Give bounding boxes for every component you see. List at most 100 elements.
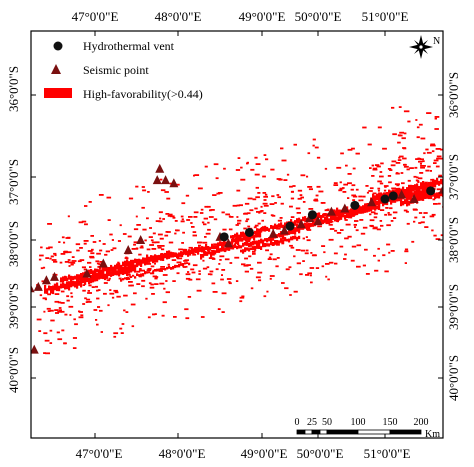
favorability-cell: [389, 207, 393, 210]
favorability-cell: [55, 312, 59, 314]
favorability-cell: [295, 207, 301, 210]
legend: Hydrothermal vent Seismic point High-fav…: [44, 39, 203, 101]
hydrothermal-vent: [219, 232, 229, 242]
favorability-cell: [302, 201, 306, 203]
favorability-cell: [422, 160, 425, 163]
favorability-cell: [68, 261, 72, 264]
favorability-cell: [340, 214, 343, 220]
favorability-cell: [295, 249, 301, 251]
favorability-cell: [289, 294, 292, 296]
favorability-cell: [336, 211, 339, 217]
favorability-cell: [283, 179, 288, 181]
favorability-cell: [420, 198, 424, 201]
favorability-cell: [430, 143, 435, 146]
favorability-cell: [347, 197, 350, 199]
favorability-cell: [438, 174, 442, 177]
favorability-cell: [350, 208, 353, 214]
favorability-cell: [231, 238, 234, 245]
favorability-cell: [420, 194, 423, 201]
favorability-cell: [362, 126, 367, 129]
favorability-cell: [254, 230, 257, 235]
favorability-cell: [107, 267, 111, 270]
favorability-cell: [409, 167, 414, 169]
favorability-cell: [320, 202, 323, 204]
favorability-cell: [384, 213, 388, 216]
favorability-cell: [255, 276, 261, 279]
favorability-cell: [239, 236, 242, 242]
favorability-cell: [114, 269, 117, 276]
favorability-cell: [376, 228, 381, 231]
favorability-cell: [403, 132, 407, 135]
favorability-cell: [272, 227, 275, 230]
favorability-cell: [306, 223, 309, 230]
favorability-cell: [373, 254, 376, 257]
favorability-cell: [142, 228, 147, 231]
favorability-cell: [308, 208, 314, 210]
favorability-cell: [222, 228, 227, 231]
favorability-cell: [191, 226, 195, 228]
favorability-cell: [420, 137, 426, 140]
favorability-cell: [252, 198, 257, 201]
favorability-cell: [305, 236, 308, 238]
favorability-cell: [418, 194, 421, 201]
favorability-cell: [246, 248, 249, 251]
favorability-cell: [183, 250, 186, 255]
favorability-cell: [58, 241, 61, 243]
favorability-cell: [355, 188, 359, 191]
favorability-cell: [436, 155, 442, 158]
favorability-cell: [266, 226, 269, 231]
favorability-cell: [200, 208, 204, 211]
north-label: N: [433, 36, 440, 47]
favorability-cell: [312, 222, 315, 227]
favorability-cell: [232, 244, 235, 250]
favorability-cell: [296, 236, 299, 241]
favorability-cell: [142, 257, 145, 262]
favorability-cell: [188, 216, 193, 218]
favorability-cell: [152, 255, 155, 260]
favorability-cell: [256, 228, 259, 235]
favorability-cell: [255, 231, 258, 238]
favorability-cell: [141, 279, 146, 282]
favorability-cell: [281, 282, 285, 284]
favorability-cell: [336, 220, 339, 223]
favorability-cell: [138, 253, 142, 256]
favorability-cell: [340, 152, 344, 155]
favorability-cell: [350, 215, 355, 217]
favorability-cell: [201, 221, 205, 224]
favorability-cell: [282, 234, 285, 239]
favorability-cell: [198, 270, 201, 273]
favorability-cell: [254, 245, 259, 248]
favorability-cell: [242, 231, 245, 238]
favorability-cell: [200, 254, 203, 260]
right-label-37: 37°0'0"S: [446, 154, 461, 200]
favorability-cell: [44, 284, 47, 294]
favorability-cell: [306, 239, 311, 242]
favorability-cell: [403, 165, 409, 168]
favorability-cell: [132, 261, 135, 267]
favorability-cell: [167, 263, 170, 266]
bottom-label-51: 51°0'0"E: [364, 446, 411, 461]
favorability-cell: [53, 252, 57, 255]
favorability-cell: [109, 292, 115, 295]
favorability-cell: [433, 159, 439, 162]
favorability-cell: [232, 204, 238, 207]
favorability-cell: [378, 193, 381, 202]
favorability-cell: [281, 159, 287, 162]
favorability-cell: [282, 237, 286, 239]
favorability-cell: [417, 177, 423, 180]
favorability-cell: [264, 225, 267, 232]
favorability-cell: [257, 261, 262, 264]
favorability-cell: [293, 255, 296, 258]
favorability-cell: [312, 144, 315, 147]
seismic-point: [31, 284, 35, 293]
favorability-cell: [244, 270, 249, 273]
favorability-cell: [372, 192, 377, 195]
favorability-cell: [286, 173, 290, 176]
favorability-cell: [356, 210, 359, 216]
favorability-cell: [276, 227, 281, 230]
seismic-points-layer: [31, 163, 443, 354]
favorability-cell: [289, 205, 293, 208]
favorability-cell: [334, 262, 338, 265]
favorability-cell: [177, 253, 180, 260]
favorability-cell: [288, 266, 292, 269]
